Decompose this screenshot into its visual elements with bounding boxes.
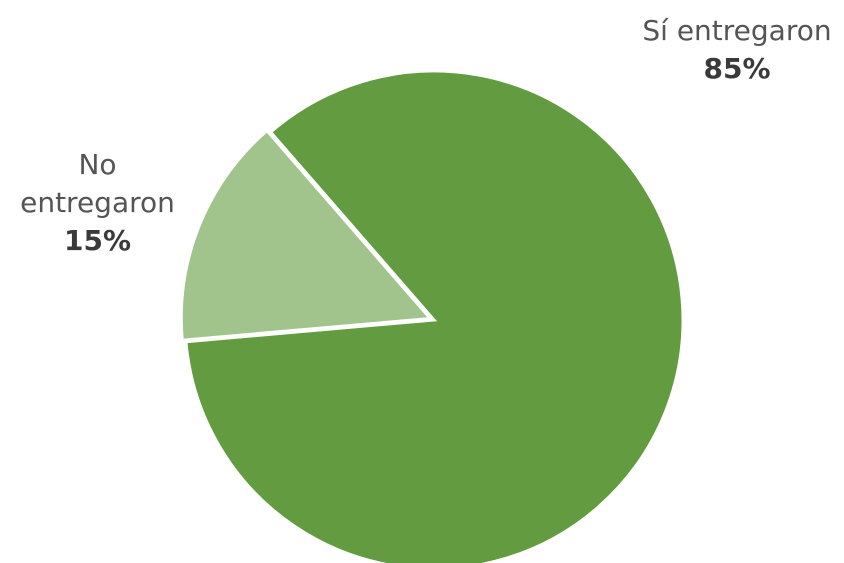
slice-label: No entregaron 15% (10, 146, 185, 260)
pie-slice (184, 69, 685, 563)
pie-slice (179, 128, 434, 342)
slice-label: Sí entregaron 85% (630, 12, 844, 88)
value-label: 15% (63, 224, 132, 257)
value-label: 85% (703, 52, 771, 85)
category-label: No entregaron (20, 148, 175, 219)
category-label: Sí entregaron (642, 14, 832, 47)
